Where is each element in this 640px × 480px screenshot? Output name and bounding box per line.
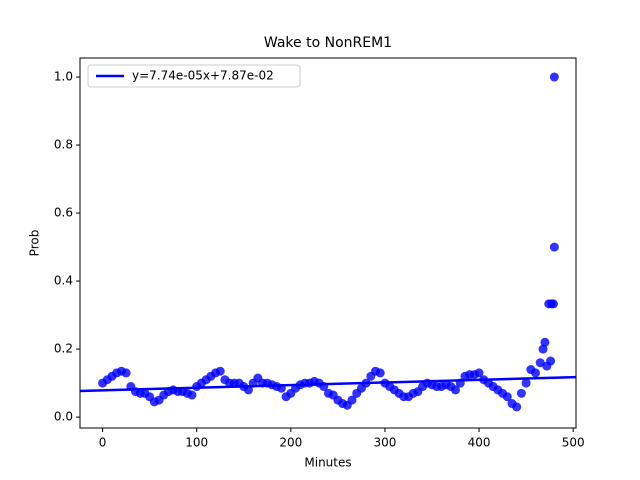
y-tick-label: 0.8	[54, 138, 73, 152]
point	[521, 378, 531, 388]
axes-frame	[79, 57, 577, 429]
legend-box	[87, 64, 301, 88]
point	[375, 368, 385, 378]
y-tick-label: 0.0	[54, 410, 73, 424]
point	[548, 299, 558, 309]
x-tick-label: 0	[99, 436, 107, 450]
point	[215, 366, 225, 376]
chart-title: Wake to NonREM1	[264, 35, 392, 51]
point	[516, 388, 526, 398]
point	[540, 337, 550, 347]
y-tick-label: 0.4	[54, 274, 73, 288]
point	[451, 385, 461, 395]
fit-line	[80, 375, 576, 393]
point	[546, 356, 556, 366]
x-tick-label: 100	[185, 436, 208, 450]
point	[187, 390, 197, 400]
point	[531, 368, 541, 378]
point	[474, 368, 484, 378]
point	[121, 368, 131, 378]
point	[549, 72, 559, 82]
legend-label: y=7.74e-05x+7.87e-02	[132, 69, 274, 83]
point	[538, 344, 548, 354]
x-tick-label: 400	[468, 436, 491, 450]
plot-area	[80, 72, 576, 412]
y-tick-label: 0.6	[54, 206, 73, 220]
point	[243, 385, 253, 395]
point	[502, 392, 512, 402]
x-tick-label: 200	[279, 436, 302, 450]
point	[512, 402, 522, 412]
y-axis-label: Prob	[28, 230, 42, 257]
y-tick-label: 1.0	[54, 70, 73, 84]
point	[549, 242, 559, 252]
point	[347, 395, 357, 405]
x-axis-label: Minutes	[304, 456, 351, 470]
y-tick-label: 0.2	[54, 342, 73, 356]
x-tick-label: 500	[562, 436, 585, 450]
x-tick-label: 300	[373, 436, 396, 450]
